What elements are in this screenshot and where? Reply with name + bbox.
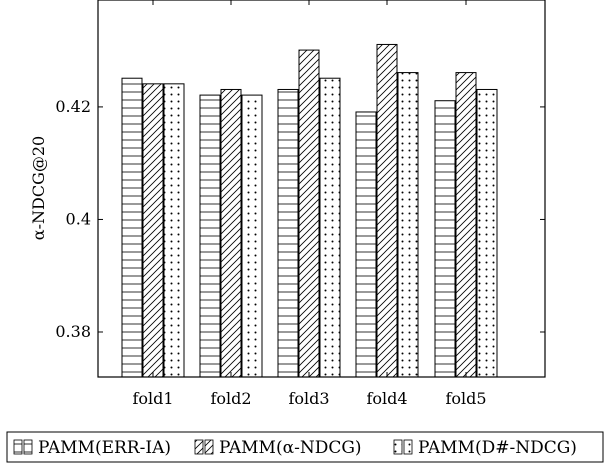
legend-label: PAMM(D#-NDCG) [418,438,577,458]
legend-frame [6,431,604,463]
bar-fold5-series-2 [455,72,477,378]
legend-label: PAMM(α-NDCG) [219,438,362,458]
bar-fold1-series-2 [142,83,164,378]
legend-item-series-2: PAMM(α-NDCG) [194,438,362,458]
bar-fold2-series-3 [241,94,263,378]
y-tick-label: 0.38 [55,322,91,341]
legend-swatch [393,439,403,455]
y-axis: 0.38 0.4 0.42 [55,97,545,341]
x-tick-label-fold4: fold4 [366,389,407,408]
legend-swatch [13,439,23,455]
legend-swatch [23,439,33,455]
bar-fold3-series-1 [277,88,299,378]
bar-fold5-series-1 [434,100,456,378]
legend-item-series-1: PAMM(ERR-IA) [13,438,171,458]
legend-label: PAMM(ERR-IA) [38,438,171,458]
plot-frame [97,0,546,378]
bar-fold4-series-1 [355,111,377,378]
x-tick-label-fold5: fold5 [445,389,486,408]
y-tick-label: 0.42 [55,97,91,116]
bar-fold4-series-3 [397,72,419,378]
bars-layer [121,43,498,378]
legend-swatch [403,439,413,455]
y-tick-label: 0.4 [66,209,91,228]
x-tick-label-fold1: fold1 [132,389,173,408]
legend-item-series-3: PAMM(D#-NDCG) [393,438,577,458]
legend: PAMM(ERR-IA) PAMM(α-NDCG) PAMM(D#-NDCG) [6,431,604,463]
bar-fold5-series-3 [476,88,498,378]
bar-fold1-series-3 [163,83,185,378]
x-axis: fold1 fold2 fold3 fold4 fold5 [132,0,487,408]
bar-fold4-series-2 [376,43,398,378]
x-tick-label-fold3: fold3 [288,389,329,408]
y-axis-title: α-NDCG@20 [29,136,48,240]
bar-fold1-series-1 [121,77,143,378]
x-tick-label-fold2: fold2 [210,389,251,408]
legend-swatch [194,439,204,455]
bar-fold3-series-3 [319,77,341,378]
bar-fold3-series-2 [298,49,320,378]
legend-swatch [204,439,214,455]
bar-fold2-series-1 [199,94,221,378]
bar-fold2-series-2 [220,88,242,378]
